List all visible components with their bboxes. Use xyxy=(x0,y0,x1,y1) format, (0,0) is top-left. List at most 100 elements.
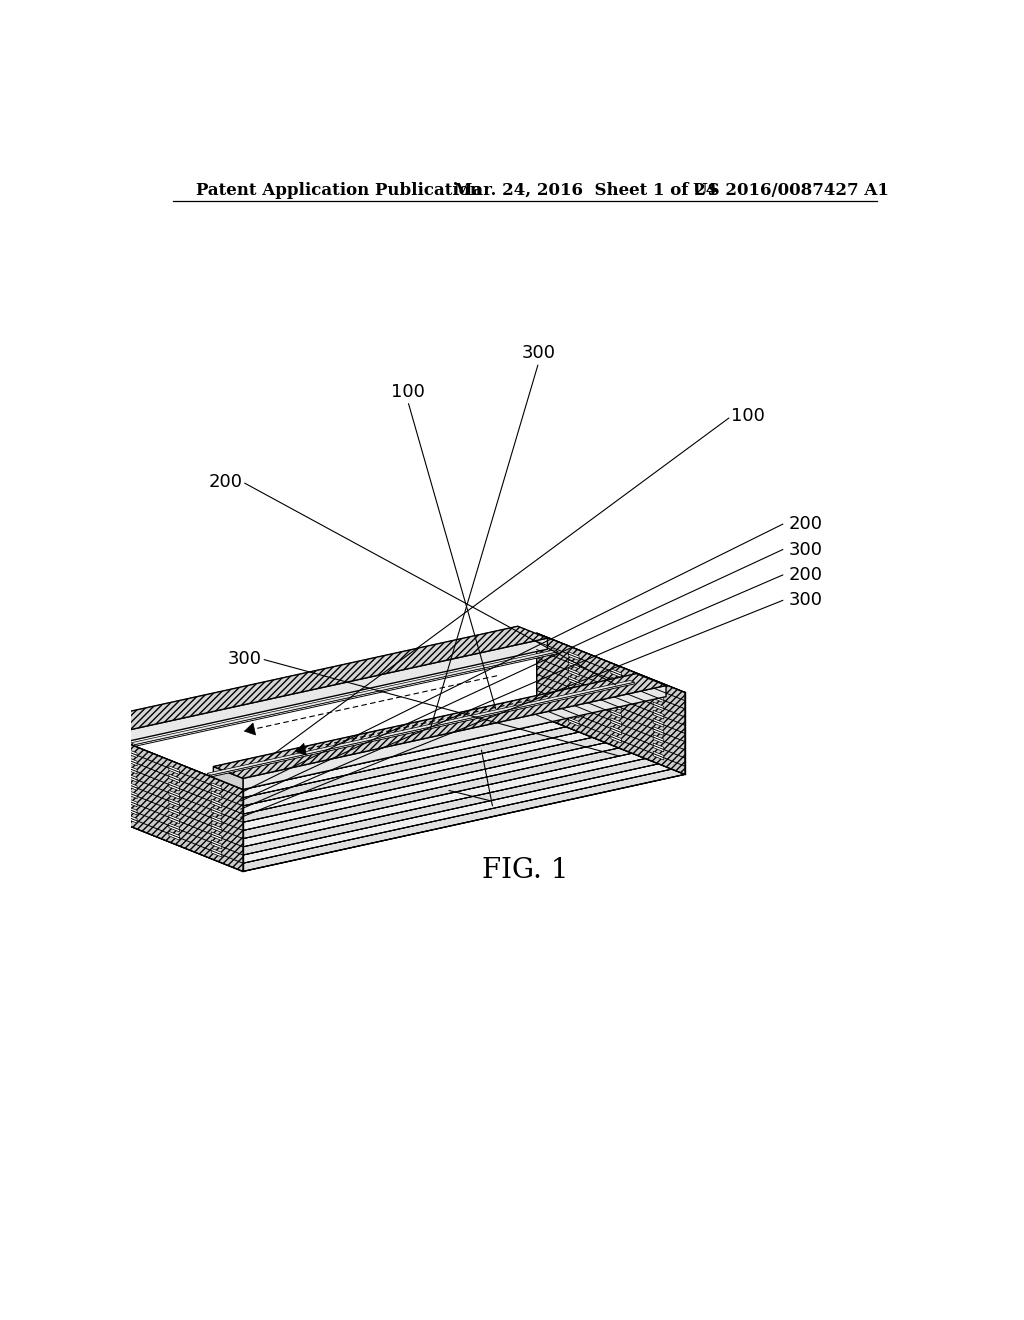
Text: 300: 300 xyxy=(788,541,823,558)
Polygon shape xyxy=(211,832,222,841)
Polygon shape xyxy=(169,799,179,808)
Polygon shape xyxy=(169,807,179,816)
Polygon shape xyxy=(211,816,222,824)
Polygon shape xyxy=(243,701,685,807)
Polygon shape xyxy=(211,808,222,816)
Text: 300: 300 xyxy=(788,591,823,610)
Polygon shape xyxy=(568,668,580,677)
Polygon shape xyxy=(653,751,664,760)
Polygon shape xyxy=(568,701,580,710)
Polygon shape xyxy=(169,791,179,799)
Polygon shape xyxy=(611,734,622,743)
Polygon shape xyxy=(169,832,179,840)
Polygon shape xyxy=(135,652,558,746)
Polygon shape xyxy=(213,767,243,789)
Polygon shape xyxy=(127,758,137,766)
Polygon shape xyxy=(243,709,685,814)
Polygon shape xyxy=(124,638,548,742)
Text: 200: 200 xyxy=(788,566,823,583)
Polygon shape xyxy=(243,725,685,830)
Polygon shape xyxy=(568,717,580,726)
Polygon shape xyxy=(169,783,179,791)
Polygon shape xyxy=(211,824,222,833)
Polygon shape xyxy=(568,693,580,701)
Polygon shape xyxy=(243,734,685,838)
Polygon shape xyxy=(169,799,179,808)
Polygon shape xyxy=(127,814,137,824)
Text: Mar. 24, 2016  Sheet 1 of 24: Mar. 24, 2016 Sheet 1 of 24 xyxy=(454,182,717,198)
Polygon shape xyxy=(95,730,243,871)
Polygon shape xyxy=(611,710,622,718)
Polygon shape xyxy=(211,832,222,841)
Polygon shape xyxy=(611,726,622,735)
Polygon shape xyxy=(653,743,664,752)
Polygon shape xyxy=(127,789,137,799)
Text: US 2016/0087427 A1: US 2016/0087427 A1 xyxy=(692,182,889,198)
Polygon shape xyxy=(611,685,622,694)
Polygon shape xyxy=(169,766,179,775)
Polygon shape xyxy=(211,824,222,833)
Polygon shape xyxy=(211,816,222,824)
Polygon shape xyxy=(653,685,664,694)
Text: 300: 300 xyxy=(521,345,556,363)
Polygon shape xyxy=(127,807,137,814)
Text: 100: 100 xyxy=(464,747,498,766)
Polygon shape xyxy=(653,710,664,719)
Polygon shape xyxy=(243,685,666,789)
Polygon shape xyxy=(131,649,558,744)
Polygon shape xyxy=(568,676,580,685)
Polygon shape xyxy=(653,718,664,727)
Polygon shape xyxy=(243,766,685,871)
Text: Patent Application Publication: Patent Application Publication xyxy=(196,182,482,198)
Polygon shape xyxy=(653,685,664,694)
Polygon shape xyxy=(127,748,137,758)
Text: FIG. 1: FIG. 1 xyxy=(481,857,568,884)
Polygon shape xyxy=(169,807,179,816)
Polygon shape xyxy=(211,799,222,808)
Polygon shape xyxy=(653,735,664,743)
Polygon shape xyxy=(611,693,622,702)
Polygon shape xyxy=(243,750,685,855)
Text: 300: 300 xyxy=(227,649,261,668)
Polygon shape xyxy=(211,799,222,808)
Polygon shape xyxy=(127,781,137,791)
Polygon shape xyxy=(243,742,685,847)
Polygon shape xyxy=(211,849,222,857)
Polygon shape xyxy=(169,814,179,824)
Polygon shape xyxy=(95,719,124,742)
Polygon shape xyxy=(211,791,222,800)
Polygon shape xyxy=(95,634,685,789)
Polygon shape xyxy=(243,758,685,863)
Polygon shape xyxy=(537,634,685,775)
Polygon shape xyxy=(211,783,222,792)
Polygon shape xyxy=(211,808,222,816)
Polygon shape xyxy=(611,726,622,735)
Text: 200: 200 xyxy=(788,515,823,533)
Polygon shape xyxy=(127,789,137,799)
Polygon shape xyxy=(611,685,622,694)
Polygon shape xyxy=(568,652,580,660)
Polygon shape xyxy=(169,783,179,791)
Polygon shape xyxy=(169,814,179,824)
Polygon shape xyxy=(568,685,580,693)
Polygon shape xyxy=(568,660,580,669)
Polygon shape xyxy=(213,673,636,777)
Polygon shape xyxy=(211,682,634,776)
Polygon shape xyxy=(611,669,622,677)
Polygon shape xyxy=(95,626,548,731)
Polygon shape xyxy=(169,824,179,832)
Polygon shape xyxy=(653,694,664,702)
Polygon shape xyxy=(211,849,222,857)
Polygon shape xyxy=(95,730,243,871)
Polygon shape xyxy=(245,723,256,735)
Polygon shape xyxy=(127,814,137,824)
Polygon shape xyxy=(568,676,580,685)
Polygon shape xyxy=(211,840,222,849)
Polygon shape xyxy=(653,694,664,702)
Polygon shape xyxy=(611,693,622,702)
Polygon shape xyxy=(295,743,306,755)
Polygon shape xyxy=(169,832,179,840)
Polygon shape xyxy=(611,701,622,710)
Polygon shape xyxy=(211,783,222,792)
Text: 100: 100 xyxy=(391,383,425,401)
